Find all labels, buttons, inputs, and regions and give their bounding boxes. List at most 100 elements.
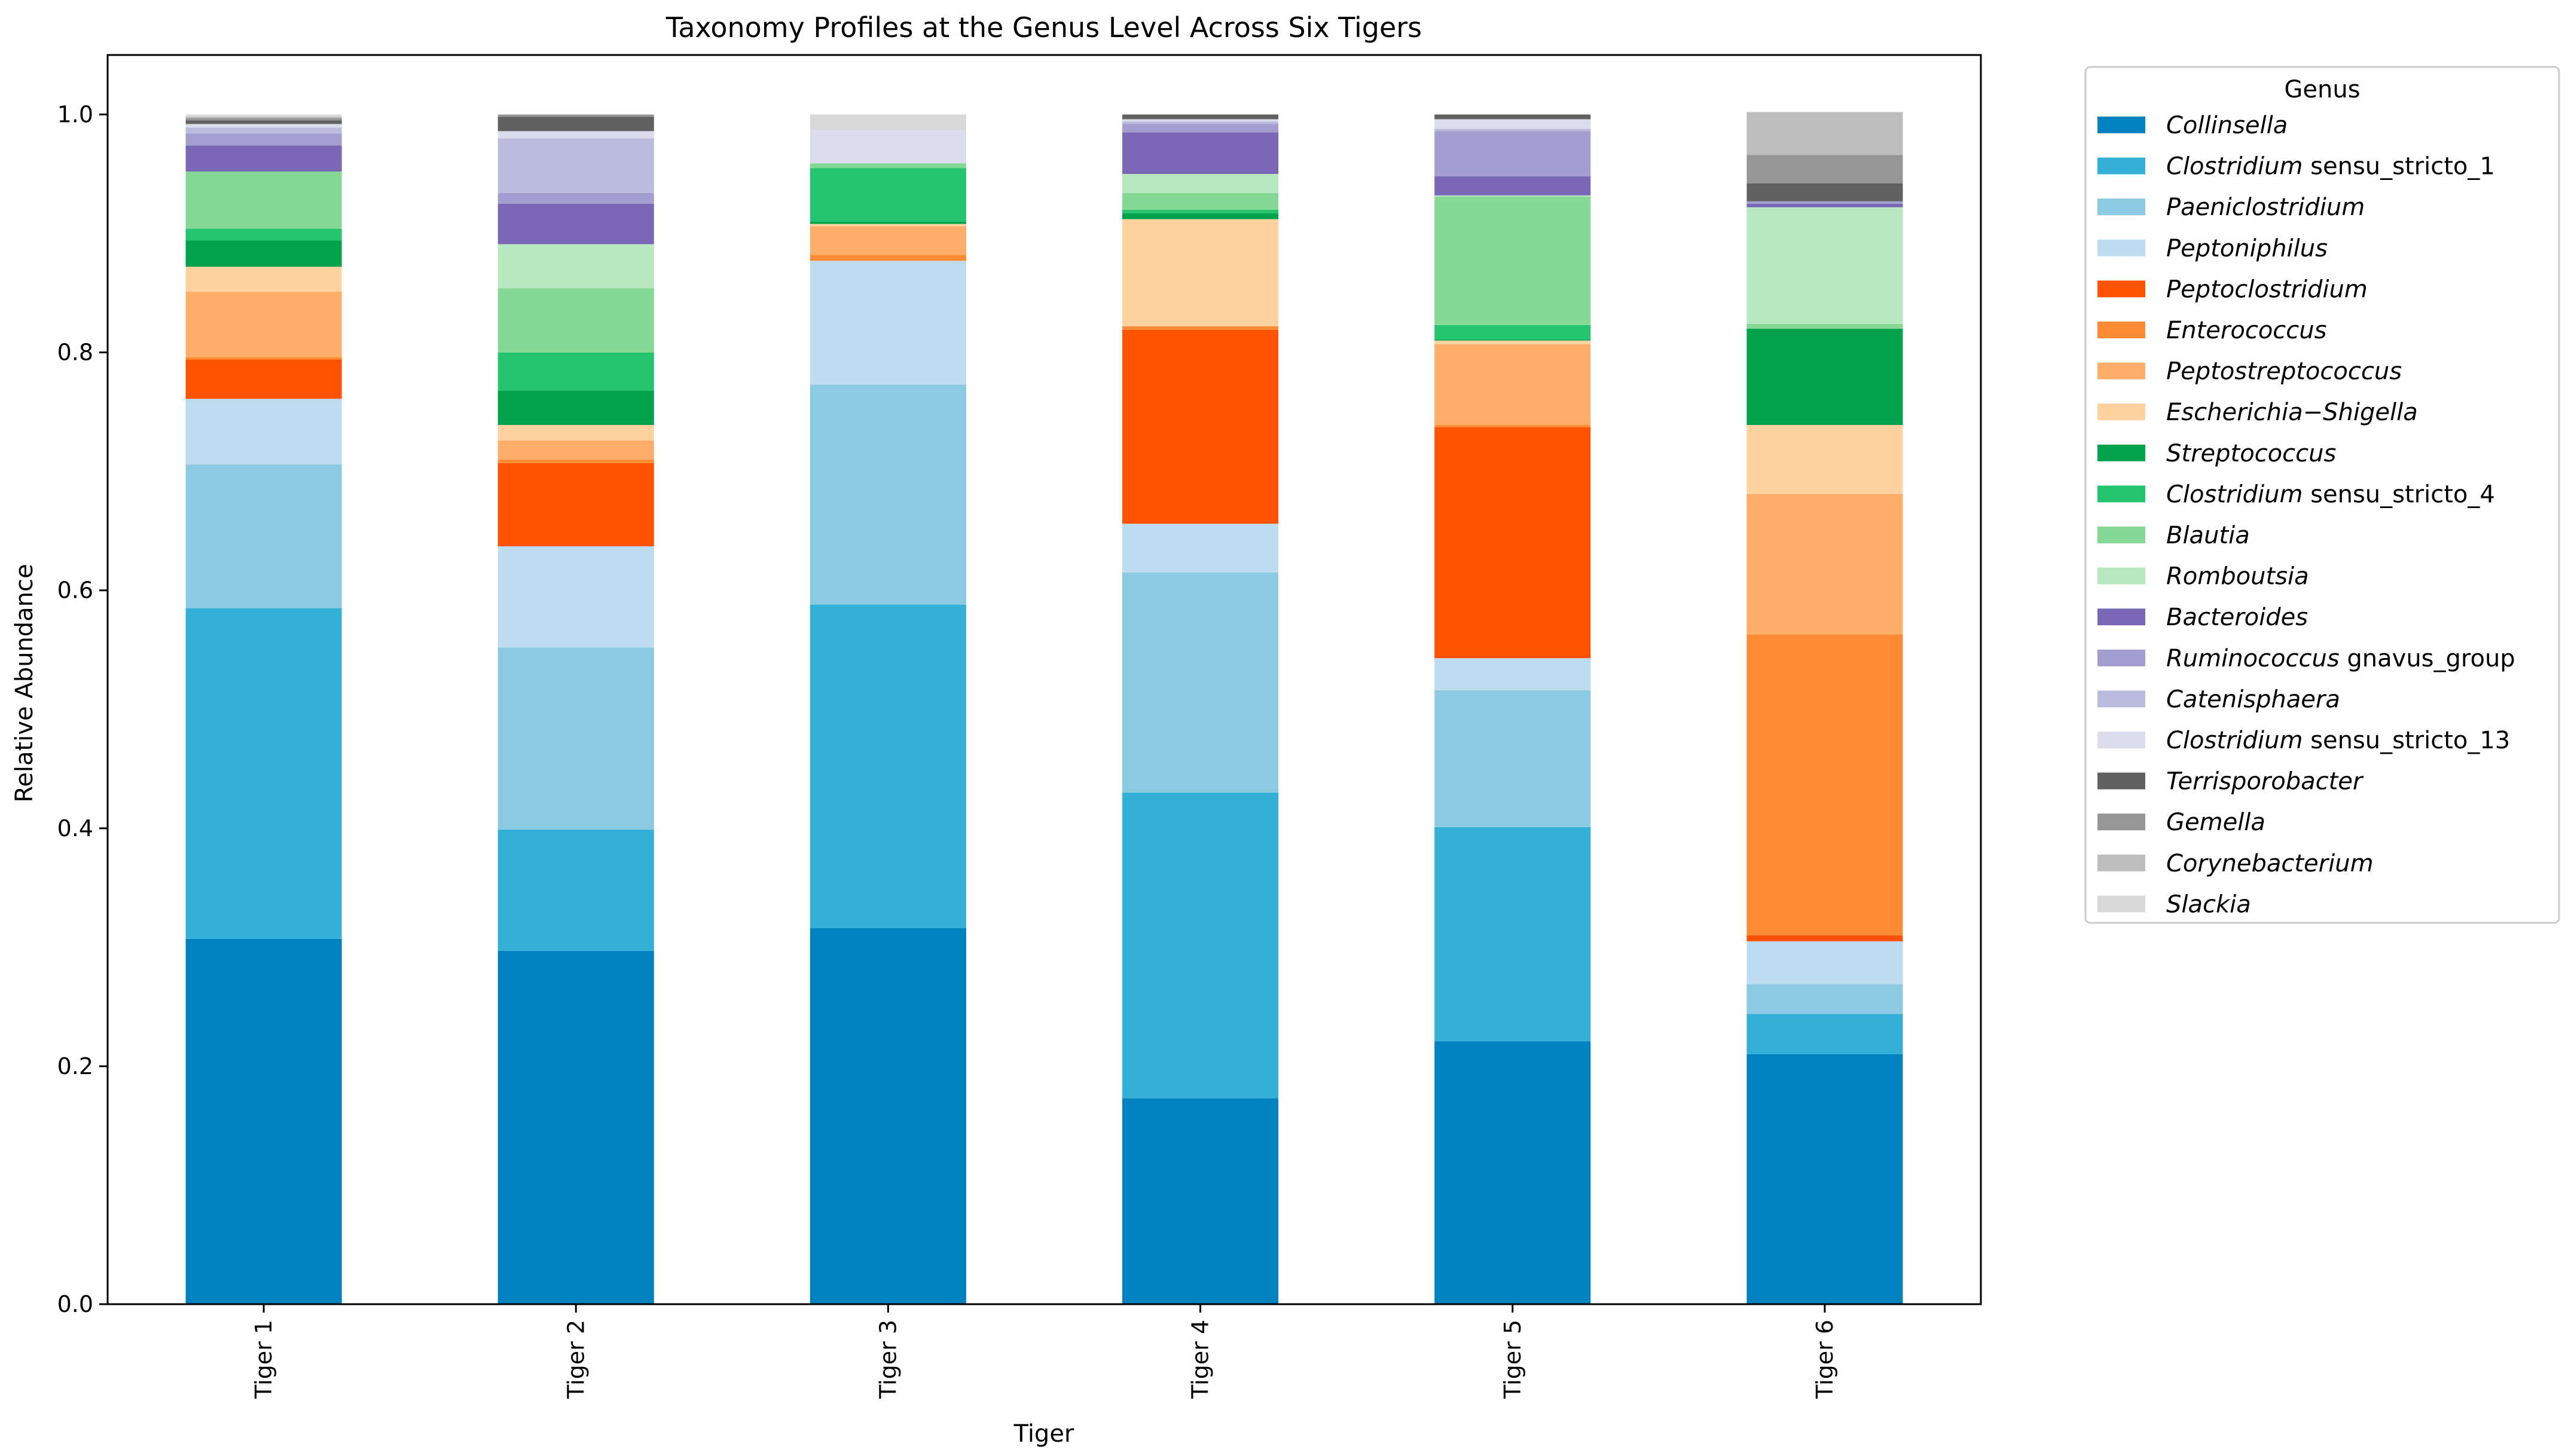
legend: Genus Collinsella Clostridium sensu_stric… — [2084, 66, 2560, 924]
bar-segment — [185, 124, 342, 128]
bar-segment — [1122, 329, 1279, 524]
bar-segment — [1122, 192, 1279, 210]
bar-segment — [185, 359, 342, 399]
bar-segment — [1746, 1054, 1903, 1304]
bar-segment — [1434, 425, 1591, 428]
bar-segment — [185, 133, 342, 146]
bar-segment — [1122, 174, 1279, 193]
bar-segment — [1434, 195, 1591, 197]
bar-segment — [497, 440, 654, 460]
bar-segment — [1434, 114, 1591, 120]
legend-label: Clostridium sensu_stricto_4 — [2166, 481, 2495, 508]
legend-swatch — [2097, 895, 2145, 913]
legend-swatch — [2097, 117, 2145, 133]
y-tick-label: 1.0 — [57, 102, 93, 128]
bar-segment — [497, 288, 654, 353]
y-tick-label: 0.8 — [57, 339, 93, 366]
bar-segment — [185, 357, 342, 360]
bar-segment — [497, 390, 654, 426]
bar-segment — [185, 127, 342, 134]
legend-swatch — [2097, 157, 2145, 175]
legend-swatch — [2097, 567, 2145, 585]
bar-segment — [185, 938, 342, 1304]
bar-segment — [185, 399, 342, 464]
bar-segment — [1122, 1098, 1279, 1304]
chart-title: Taxonomy Profiles at the Genus Level Acr… — [665, 11, 1422, 44]
bar-segment — [810, 226, 966, 255]
bar-segment — [1746, 494, 1903, 635]
bar-segment — [1434, 344, 1591, 426]
bar-segment — [810, 928, 966, 1304]
y-axis-label: Relative Abundance — [11, 564, 38, 802]
legend-swatch — [2097, 732, 2145, 748]
legend-label: Peptoniphilus — [2166, 235, 2328, 262]
legend-swatch — [2097, 772, 2145, 790]
bar-segment — [497, 117, 654, 131]
bars-group — [185, 112, 1903, 1304]
bar-segment — [1122, 119, 1279, 122]
bar-segment — [1746, 183, 1903, 201]
bar-segment — [497, 352, 654, 391]
bar-segment — [810, 168, 966, 222]
bar-segment — [497, 131, 654, 139]
bar-segment — [1746, 634, 1903, 935]
bar-segment — [1122, 114, 1279, 120]
bar-segment — [1746, 984, 1903, 1014]
bar-segment — [810, 114, 966, 130]
bar-segment — [185, 608, 342, 939]
legend-label: Paeniclostridium — [2166, 194, 2365, 221]
bar-segment — [497, 138, 654, 193]
bar-segment — [1746, 112, 1903, 155]
bar-segment — [497, 950, 654, 1304]
legend-label: Bacteroides — [2166, 604, 2308, 631]
legend-swatch — [2097, 198, 2145, 216]
bar-segment — [1122, 572, 1279, 793]
legend-title: Genus — [2284, 76, 2360, 103]
x-axis: Tiger 1 Tiger 2 Tiger 3 Tiger 4 Tiger 5 Tiger… — [251, 1304, 1838, 1399]
x-tick-label: Tiger 1 — [251, 1320, 277, 1399]
legend-label: Collinsella — [2166, 112, 2288, 139]
bar-segment — [185, 228, 342, 241]
bar-segment — [497, 463, 654, 547]
legend-swatch — [2097, 608, 2145, 626]
legend-label: Terrisporobacter — [2166, 768, 2364, 796]
legend-label: Peptoclostridium — [2166, 276, 2368, 303]
bar-segment — [185, 267, 342, 292]
bar-segment — [497, 425, 654, 441]
legend-label: Blautia — [2166, 522, 2250, 549]
bar-segment — [1434, 340, 1591, 344]
bar-segment — [810, 221, 966, 224]
plot-frame — [106, 54, 1982, 1305]
bar-segment — [1434, 339, 1591, 341]
bar-segment — [1746, 155, 1903, 183]
y-tick-label: 0.4 — [57, 815, 93, 842]
bar-segment — [185, 120, 342, 124]
bar-segment — [497, 192, 654, 204]
bar-segment — [810, 261, 966, 385]
legend-label: Clostridium sensu_stricto_1 — [2166, 153, 2495, 181]
legend-label: Slackia — [2166, 891, 2251, 918]
bar-segment — [1122, 121, 1279, 124]
x-tick-label: Tiger 3 — [875, 1320, 901, 1399]
bar-segment — [497, 829, 654, 951]
legend-swatch — [2097, 649, 2145, 666]
x-tick-label: Tiger 5 — [1500, 1320, 1526, 1399]
legend-swatch — [2097, 403, 2145, 421]
legend-label: Corynebacterium — [2166, 850, 2374, 877]
bar-segment — [185, 117, 342, 118]
legend-label: Catenisphaera — [2166, 686, 2340, 713]
bar-segment — [497, 647, 654, 830]
bar-segment — [1122, 124, 1279, 133]
x-tick-label: Tiger 2 — [563, 1320, 589, 1399]
legend-items: Collinsella Clostridium sensu_stricto_1 Pa… — [2097, 112, 2515, 918]
legend-swatch — [2097, 813, 2145, 831]
legend-swatch — [2097, 280, 2145, 298]
legend-swatch — [2097, 527, 2145, 543]
legend-swatch — [2097, 854, 2145, 871]
bar-segment — [1434, 658, 1591, 690]
bar-segment — [497, 244, 654, 289]
bar-segment — [1434, 690, 1591, 827]
x-tick-label: Tiger 6 — [1812, 1320, 1838, 1399]
bar-segment — [1434, 1041, 1591, 1304]
